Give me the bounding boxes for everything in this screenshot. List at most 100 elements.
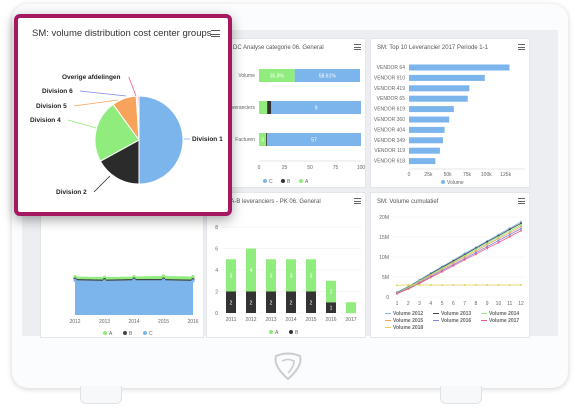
y-tick-label: 6 xyxy=(215,247,218,253)
line-point xyxy=(486,240,489,243)
y-tick-label: 0 xyxy=(215,311,218,317)
line-point xyxy=(474,284,477,286)
category-label: VENDOR 349 xyxy=(374,138,405,144)
x-tick-label: 4 xyxy=(429,301,432,307)
x-tick-label: 100k xyxy=(481,172,492,178)
bar-segment xyxy=(226,291,236,313)
bar xyxy=(409,147,440,154)
x-tick-label: 50k xyxy=(444,172,453,178)
legend-label: B xyxy=(129,331,133,337)
line-point xyxy=(508,233,511,236)
category-label: VENDOR 64 xyxy=(377,65,406,71)
bar-segment xyxy=(267,101,272,114)
panel-menu-icon[interactable] xyxy=(518,44,525,50)
monitor-foot-left xyxy=(80,386,122,404)
legend-marker xyxy=(289,330,293,334)
line-point xyxy=(486,245,489,248)
analyse-chart: Volume 35.8% 58.61% Leveranciers 9 Facturen 3 5… xyxy=(227,69,365,185)
area-point xyxy=(73,278,77,282)
legend-marker xyxy=(263,179,267,183)
data-label: 2 xyxy=(230,300,233,306)
pie-connector xyxy=(67,119,97,129)
data-label: 1 xyxy=(330,306,333,312)
x-tick-label: 10 xyxy=(496,301,502,307)
legend-label: B xyxy=(295,330,299,336)
line-point xyxy=(463,258,466,261)
line-series xyxy=(396,221,522,293)
bar xyxy=(409,64,510,71)
panel-menu-icon[interactable] xyxy=(211,30,220,37)
panel-totaal-ab: Totaal A-B leveranciers - PK 06. General… xyxy=(206,192,366,338)
legend-label: Volume 2016 xyxy=(441,318,471,324)
x-tick-label: 8 xyxy=(475,301,478,307)
panel-area-chart: 2012 2013 2014 2015 2016 A B C xyxy=(40,192,204,338)
category-label: VENDOR 619 xyxy=(374,107,405,113)
y-tick-label: 4 xyxy=(215,268,218,274)
monitor-foot-right xyxy=(440,386,482,404)
x-tick-label: 2012 xyxy=(69,319,80,325)
y-tick-label: 0 xyxy=(386,295,389,301)
totaal-chart: 0 2 4 6 8 2 3 2011 2 4 2012 2 3 2013 2 3 2014 2 3 2015 1 2 201… xyxy=(215,225,361,336)
legend-marker xyxy=(299,179,303,183)
bar-segment xyxy=(286,291,296,313)
line-series xyxy=(396,226,522,294)
bar xyxy=(409,106,454,113)
bar xyxy=(409,158,436,165)
panel-menu-icon[interactable] xyxy=(354,44,361,50)
line-point xyxy=(474,251,477,254)
category-label: Leveranciers xyxy=(227,105,255,111)
line-point xyxy=(429,284,432,286)
pie-connector xyxy=(73,99,119,107)
y-tick-label: 5M xyxy=(382,275,389,281)
brand-logo-icon xyxy=(274,352,302,381)
x-tick-label: 2012 xyxy=(245,317,256,323)
legend-label: Volume 2014 xyxy=(489,311,519,317)
pie-slice xyxy=(94,103,140,162)
x-tick-label: 2011 xyxy=(226,317,237,323)
category-label: Facturen xyxy=(235,137,255,143)
line-point xyxy=(497,237,500,240)
panel-menu-icon[interactable] xyxy=(518,198,525,204)
legend-marker xyxy=(143,331,147,335)
data-label: 2 xyxy=(330,290,333,296)
area-point xyxy=(161,274,166,278)
category-label: Volume xyxy=(238,73,255,79)
category-label: VENDOR 360 xyxy=(374,117,405,123)
bar-segment xyxy=(259,101,268,114)
x-tick-label: 2014 xyxy=(285,317,296,323)
line-series xyxy=(396,230,522,295)
area-point xyxy=(73,274,77,279)
pie-slice xyxy=(137,95,140,141)
category-label: VENDOR 119 xyxy=(374,148,405,154)
panel-title: DC Analyse categorie 06. General xyxy=(233,45,324,51)
data-label: 2 xyxy=(270,300,273,306)
data-label: 3 xyxy=(310,273,313,279)
bar-segment xyxy=(246,248,256,292)
data-label: 35.8% xyxy=(270,74,285,80)
bar-segment xyxy=(326,280,336,303)
x-tick-label: 75k xyxy=(463,172,472,178)
x-tick-label: 75 xyxy=(333,165,339,171)
legend-label: B xyxy=(287,179,291,185)
bar xyxy=(409,85,470,92)
area-point xyxy=(132,278,136,282)
y-tick-label: 20M xyxy=(379,215,389,221)
line-point xyxy=(508,230,511,232)
bar-segment xyxy=(326,302,336,313)
highlighted-pie-panel: SM: volume distribution cost center grou… xyxy=(14,14,232,216)
panel-menu-icon[interactable] xyxy=(354,198,361,204)
x-tick-label: 2016 xyxy=(187,319,198,325)
data-label: 2 xyxy=(250,300,253,306)
x-tick-label: 0 xyxy=(258,165,261,171)
bar-segment xyxy=(259,69,295,82)
line-point xyxy=(520,224,522,226)
x-tick-label: 2015 xyxy=(158,319,169,325)
x-tick-label: 9 xyxy=(486,301,489,307)
category-label: VENDOR 910 xyxy=(374,75,405,81)
area-point xyxy=(191,274,195,279)
category-label: VENDOR 404 xyxy=(374,127,405,133)
line-series xyxy=(396,228,522,294)
panel-title: Totaal A-B leveranciers - PK 06. General xyxy=(213,199,321,205)
data-label: 57 xyxy=(311,138,317,144)
line-point xyxy=(441,270,444,273)
